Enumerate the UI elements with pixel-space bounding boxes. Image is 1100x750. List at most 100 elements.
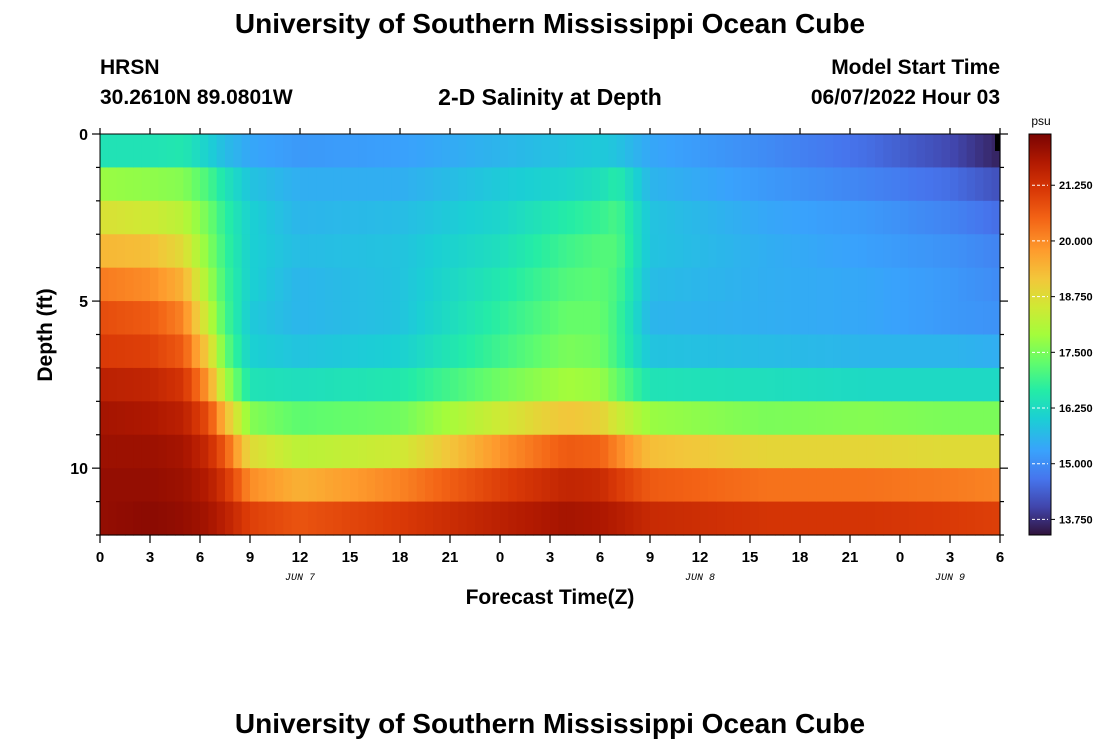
heatmap-cell: [633, 401, 643, 436]
heatmap-cell: [958, 401, 968, 436]
heatmap-cell: [908, 234, 918, 269]
heatmap-cell: [541, 134, 551, 169]
heatmap-cell: [425, 334, 434, 369]
heatmap-cell: [558, 468, 568, 503]
heatmap-cell: [266, 200, 276, 235]
heatmap-cell: [250, 167, 259, 202]
heatmap-cell: [791, 134, 801, 169]
heatmap-cell: [625, 468, 634, 503]
heatmap-cell: [283, 200, 293, 235]
heatmap-cell: [533, 301, 543, 336]
heatmap-cell: [366, 234, 376, 269]
heatmap-cell: [325, 167, 334, 202]
heatmap-cell: [991, 134, 1001, 169]
heatmap-cell: [983, 167, 993, 202]
x-tick-label: 6: [996, 549, 1004, 566]
heatmap-cell: [100, 167, 109, 202]
x-tick-label: 6: [196, 549, 204, 566]
heatmap-cell: [308, 367, 318, 402]
heatmap-cell: [333, 301, 343, 336]
heatmap-cell: [441, 134, 451, 169]
heatmap-cell: [291, 267, 301, 302]
heatmap-cell: [150, 167, 159, 202]
heatmap-cell: [125, 501, 134, 536]
heatmap-cell: [383, 367, 393, 402]
heatmap-cell: [233, 334, 243, 369]
heatmap-cell: [991, 501, 1001, 536]
heatmap-cell: [216, 468, 226, 503]
heatmap-cell: [308, 234, 318, 269]
heatmap-cell: [250, 301, 259, 336]
heatmap-cell: [750, 468, 759, 503]
heatmap-cell: [450, 334, 459, 369]
heatmap-cell: [800, 501, 809, 536]
heatmap-cell: [325, 234, 334, 269]
heatmap-cell: [583, 334, 593, 369]
heatmap-cell: [300, 468, 309, 503]
heatmap-cell: [491, 301, 501, 336]
heatmap-cell: [225, 167, 234, 202]
heatmap-cell: [650, 501, 659, 536]
heatmap-cell: [741, 401, 751, 436]
heatmap-cell: [916, 234, 926, 269]
heatmap-cell: [816, 501, 826, 536]
heatmap-cell: [433, 401, 443, 436]
heatmap-cell: [633, 334, 643, 369]
colorbar-tick-label: 15.000: [1059, 459, 1093, 471]
heatmap-cell: [150, 301, 159, 336]
heatmap-cell: [733, 468, 743, 503]
heatmap-cell: [600, 401, 609, 436]
heatmap-cell: [950, 468, 959, 503]
heatmap-cell: [216, 234, 226, 269]
heatmap-cell: [991, 468, 1001, 503]
heatmap-cell: [550, 301, 559, 336]
heatmap-cell: [450, 501, 459, 536]
heatmap-cell: [425, 234, 434, 269]
x-tick-label: 0: [496, 549, 504, 566]
heatmap-cell: [100, 334, 109, 369]
heatmap-cell: [941, 401, 951, 436]
heatmap-cell: [316, 167, 326, 202]
heatmap-cell: [841, 468, 851, 503]
heatmap-cell: [816, 434, 826, 469]
heatmap-cell: [658, 434, 668, 469]
heatmap-cell: [583, 367, 593, 402]
heatmap-cell: [233, 301, 243, 336]
heatmap-cell: [375, 267, 384, 302]
heatmap-cell: [758, 334, 768, 369]
heatmap-cell: [225, 267, 234, 302]
heatmap-cell: [325, 501, 334, 536]
heatmap-cell: [258, 367, 268, 402]
heatmap-cell: [458, 501, 468, 536]
heatmap-cell: [958, 267, 968, 302]
heatmap-cell: [800, 334, 809, 369]
heatmap-cell: [291, 234, 301, 269]
heatmap-cell: [816, 234, 826, 269]
heatmap-cell: [966, 167, 976, 202]
heatmap-cell: [258, 468, 268, 503]
heatmap-cell: [700, 167, 709, 202]
heatmap-cell: [575, 401, 584, 436]
heatmap-cell: [808, 334, 818, 369]
heatmap-cell: [866, 334, 876, 369]
heatmap-cell: [958, 134, 968, 169]
heatmap-cell: [925, 267, 934, 302]
heatmap-cell: [491, 367, 501, 402]
heatmap-cell: [533, 501, 543, 536]
heatmap-cell: [141, 200, 151, 235]
heatmap-cell: [341, 468, 351, 503]
heatmap-cell: [466, 468, 476, 503]
heatmap-cell: [650, 434, 659, 469]
heatmap-cell: [641, 401, 651, 436]
heatmap-cell: [800, 434, 809, 469]
heatmap-cell: [791, 301, 801, 336]
heatmap-cell: [425, 167, 434, 202]
heatmap-cell: [908, 434, 918, 469]
heatmap-cell: [708, 301, 718, 336]
heatmap-cell: [625, 501, 634, 536]
heatmap-cell: [691, 200, 701, 235]
heatmap-cell: [433, 301, 443, 336]
heatmap-cell: [850, 167, 859, 202]
heatmap-cell: [766, 501, 776, 536]
heatmap-cell: [383, 401, 393, 436]
